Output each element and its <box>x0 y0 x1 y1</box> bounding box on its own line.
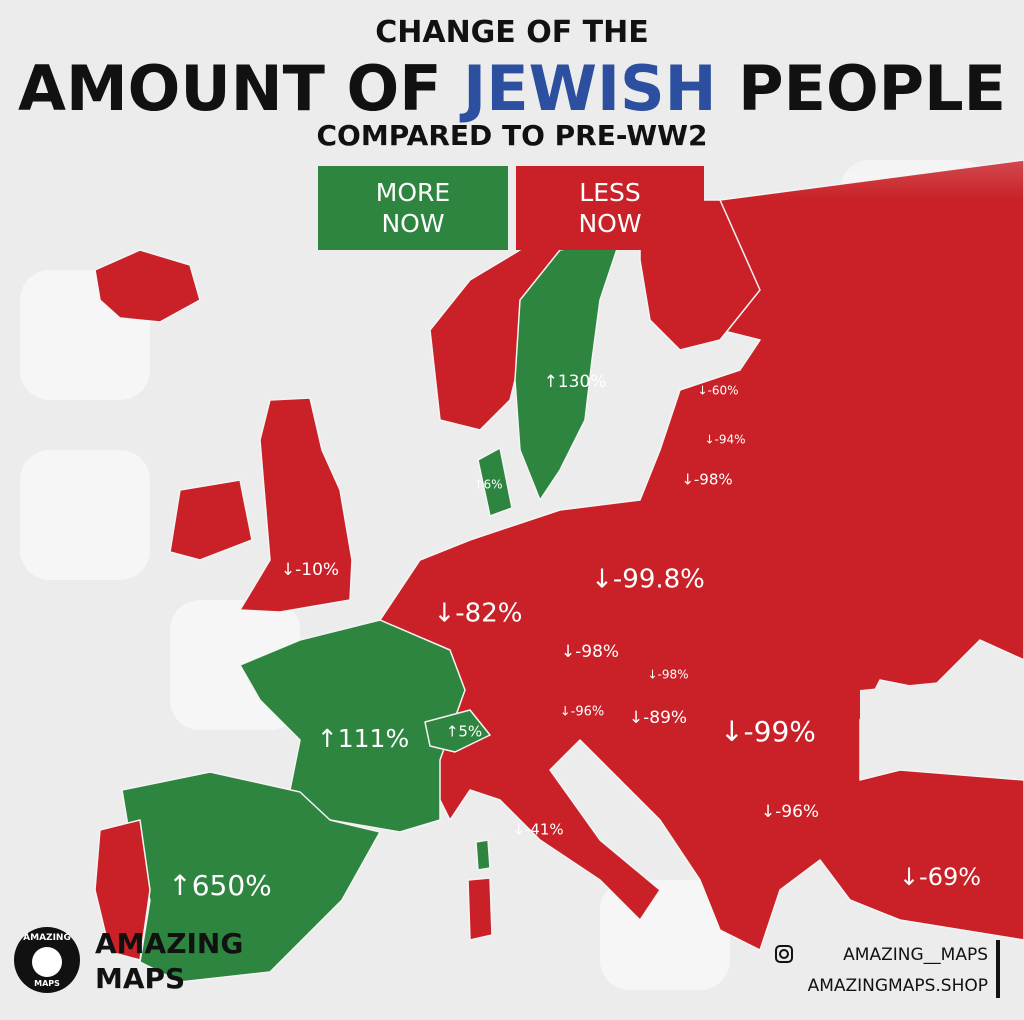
instagram-icon <box>775 945 793 963</box>
region-label: ↑111% <box>317 724 409 753</box>
eastern-europe <box>379 159 1024 951</box>
region-label: ↓-69% <box>899 863 981 891</box>
legend-label-less: LESS NOW <box>516 166 704 250</box>
legend-label-more: MORE NOW <box>318 166 508 250</box>
title-part: PEOPLE <box>738 52 1006 125</box>
united-kingdom <box>239 397 353 613</box>
title: CHANGE OF THE AMOUNT OF JEWISH PEOPLE CO… <box>18 15 1006 152</box>
region-label: ↑5% <box>446 723 482 741</box>
region-label: ↓-60% <box>697 384 738 398</box>
corsica <box>475 839 491 871</box>
logo-globe <box>32 947 62 977</box>
instagram-handle: AMAZING__MAPS <box>843 945 988 965</box>
region-label: ↑130% <box>544 372 607 392</box>
legend-swatch-more <box>318 166 508 250</box>
title-line1: CHANGE OF THE <box>375 15 649 50</box>
iceland <box>94 249 201 323</box>
ireland <box>169 479 253 561</box>
title-line3: COMPARED TO PRE-WW2 <box>317 119 708 152</box>
region-label: ↓-99.8% <box>591 565 705 595</box>
title-part: AMOUNT OF <box>18 52 442 125</box>
black-sea <box>860 680 1000 770</box>
logo-text: AMAZING <box>23 933 71 943</box>
region-label: ↓-99% <box>720 715 816 748</box>
legend-text: LESS NOW <box>578 178 642 238</box>
region-label: ↓-96% <box>560 705 604 720</box>
region-labels: ↑130% ↓-60% ↓-94% ↓-98% ↑6% ↓-10% ↓-82% ↓-99.8%… <box>168 372 981 902</box>
region-label: ↓-82% <box>434 599 523 629</box>
brand-name: AMAZING <box>95 927 243 960</box>
region-label: ↓-41% <box>512 821 563 839</box>
denmark <box>477 447 513 517</box>
region-label: ↑6% <box>473 478 502 492</box>
region-label: ↓-94% <box>704 433 745 447</box>
region-label: ↓-98% <box>681 471 732 489</box>
baltic-sea <box>580 320 680 495</box>
region-label: ↓-89% <box>629 708 687 728</box>
sardinia <box>467 877 493 941</box>
land <box>94 159 1024 983</box>
top-fade <box>0 0 1024 200</box>
region-label: ↓-98% <box>561 642 619 662</box>
divider <box>996 940 1000 998</box>
shop-url: AMAZINGMAPS.SHOP <box>808 976 988 996</box>
instagram-icon-lens <box>779 949 789 959</box>
switzerland <box>424 709 491 753</box>
region-label: ↑650% <box>168 869 272 902</box>
france <box>239 619 466 833</box>
logo-text: MAPS <box>34 979 60 988</box>
legend <box>318 166 704 250</box>
legend-text: MORE NOW <box>375 178 451 238</box>
branding: AMAZING MAPS AMAZING MAPS AMAZING__MAPS … <box>14 927 1000 998</box>
legend-swatch-less <box>516 166 704 250</box>
title-highlight: JEWISH <box>459 52 716 125</box>
portugal <box>94 819 151 961</box>
region-label: ↓-98% <box>647 668 688 682</box>
region-label: ↓-10% <box>281 560 339 580</box>
region-label: ↓-96% <box>761 802 819 822</box>
spain <box>121 771 381 983</box>
title-line2: AMOUNT OF JEWISH PEOPLE <box>18 52 1006 125</box>
brand-name: MAPS <box>95 962 185 995</box>
